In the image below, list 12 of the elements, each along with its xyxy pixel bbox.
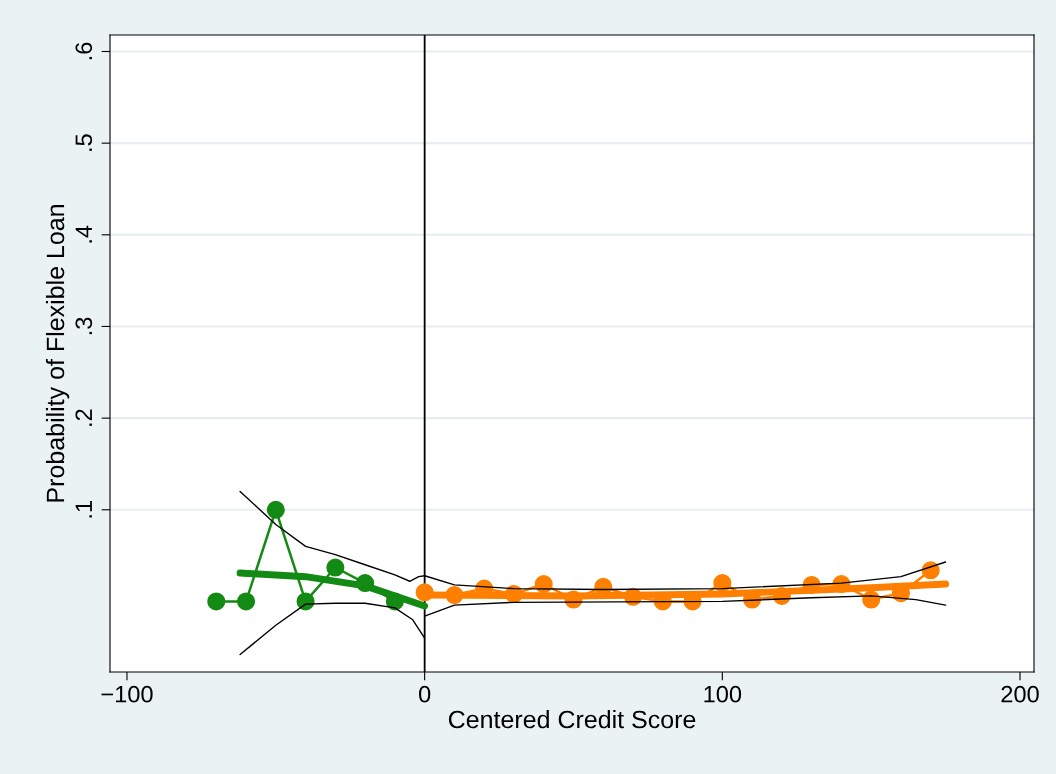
y-axis-title: Probability of Flexible Loan: [45, 205, 70, 502]
y-tick-label: .4: [75, 225, 92, 243]
y-tick-label: .2: [75, 409, 92, 426]
x-tick-label: −100: [101, 685, 153, 703]
y-tick-label: .1: [75, 501, 92, 518]
y-tick-label: .5: [75, 134, 93, 151]
x-axis-title: Centered Credit Score: [448, 709, 696, 729]
x-tick-label: 0: [419, 685, 431, 703]
y-tick-label: .6: [75, 42, 93, 60]
x-tick-label: 100: [704, 685, 742, 703]
y-tick-label: .3: [75, 317, 93, 335]
x-tick-label: 200: [1001, 685, 1039, 703]
